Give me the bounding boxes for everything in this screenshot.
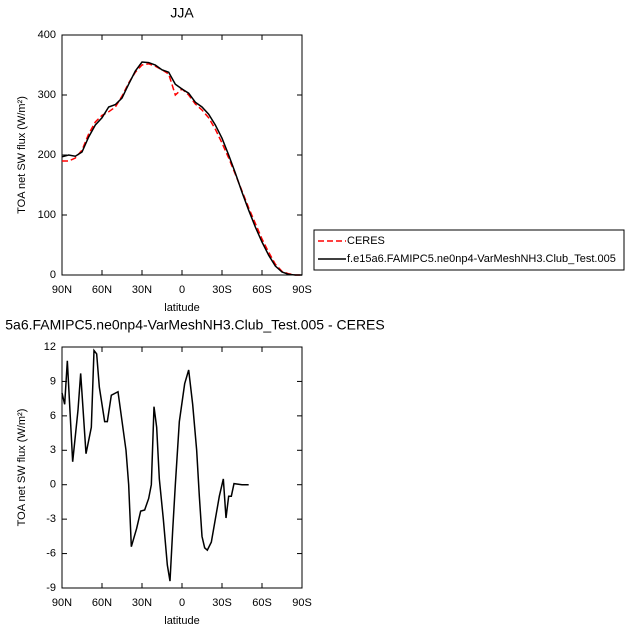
y-axis-label: TOA net SW flux (W/m²) (16, 96, 28, 214)
y-axis-label: TOA net SW flux (W/m²) (16, 409, 28, 527)
y-tick-label: 400 (38, 29, 56, 41)
plot-frame (61, 346, 303, 589)
x-axis-label: latitude (164, 302, 199, 314)
x-tick-label: 30N (132, 597, 152, 609)
x-tick-label: 30S (212, 597, 232, 609)
y-tick-label: -9 (46, 582, 56, 594)
x-tick-label: 90S (292, 284, 312, 296)
x-tick-label: 30N (132, 284, 152, 296)
y-tick-label: 0 (50, 479, 56, 491)
y-tick-label: 9 (50, 375, 56, 387)
legend-box (313, 229, 625, 271)
x-tick-label: 60N (92, 284, 112, 296)
legend-label: f.e15a6.FAMIPC5.ne0np4-VarMeshNH3.Club_T… (347, 253, 616, 265)
data-line (61, 61, 302, 276)
data-line (62, 63, 302, 276)
chart-title: 5a6.FAMIPC5.ne0np4-VarMeshNH3.Club_Test.… (5, 317, 384, 333)
x-tick-label: 90N (52, 597, 72, 609)
y-tick-label: -3 (46, 513, 56, 525)
x-tick-label: 60S (252, 284, 272, 296)
x-tick-label: 90S (292, 597, 312, 609)
data-line (61, 348, 249, 582)
x-tick-label: 0 (179, 597, 185, 609)
x-tick-label: 0 (179, 284, 185, 296)
y-tick-label: 3 (50, 444, 56, 456)
y-tick-label: -6 (46, 547, 56, 559)
x-tick-label: 60N (92, 597, 112, 609)
y-tick-label: 300 (38, 89, 56, 101)
y-tick-label: 6 (50, 410, 56, 422)
legend-label: CERES (347, 235, 385, 247)
x-tick-label: 60S (252, 597, 272, 609)
y-tick-label: 12 (44, 341, 56, 353)
x-axis-label: latitude (164, 615, 199, 627)
x-tick-label: 30S (212, 284, 232, 296)
x-tick-label: 90N (52, 284, 72, 296)
chart-title: JJA (170, 5, 194, 21)
y-tick-label: 0 (50, 269, 56, 281)
y-tick-label: 100 (38, 209, 56, 221)
plot-frame (61, 34, 303, 276)
y-tick-label: 200 (38, 149, 56, 161)
